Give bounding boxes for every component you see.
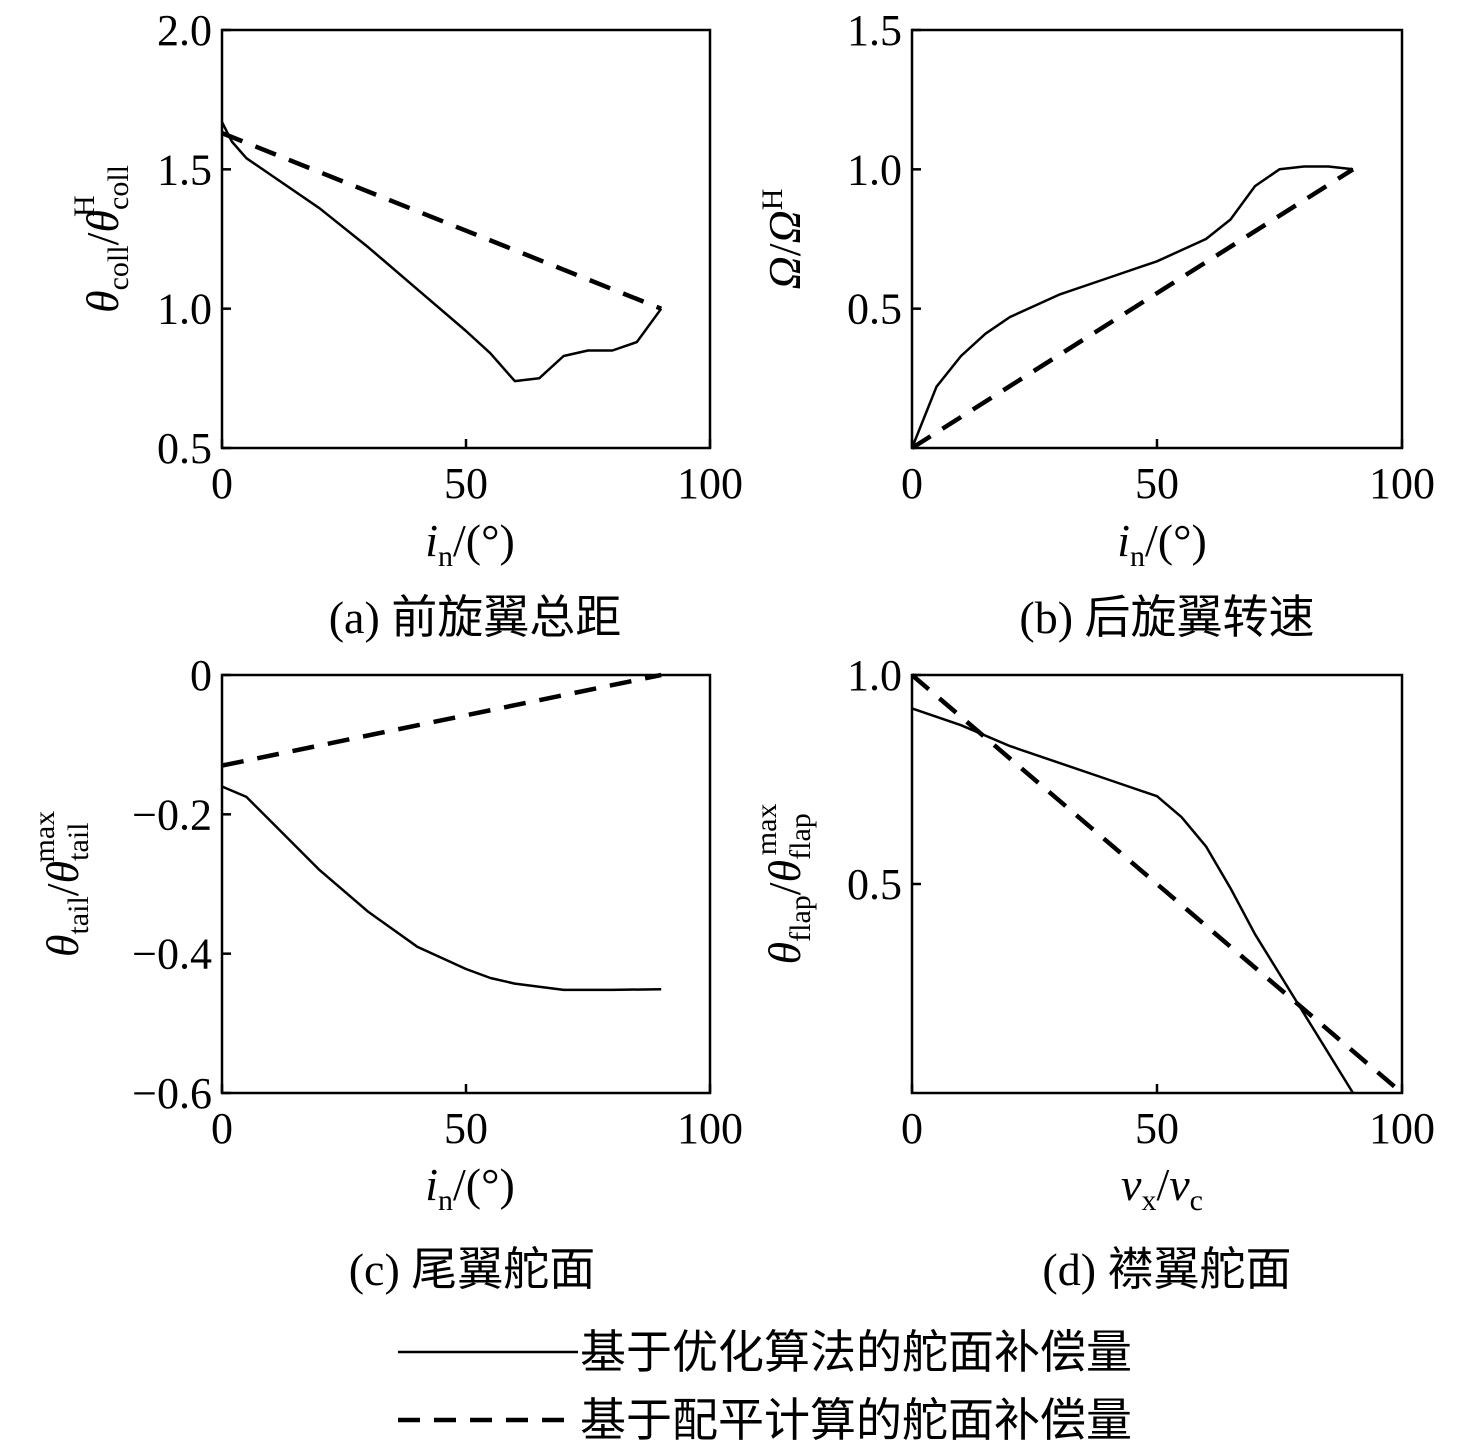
y-tick-label: 2.0 bbox=[157, 6, 212, 55]
panel-b: 0.5 1.0 1.5 0 50 100 Ω/ΩH in/(°) (b) 后旋翼转速 bbox=[756, 6, 1435, 643]
y-axis-label: θtail/θtailmax bbox=[28, 811, 95, 957]
panel-a: 0.51.01.52.0 0 50 100 θcoll/θcollH in/(°) … bbox=[68, 6, 743, 643]
y-axis-label: θcoll/θcollH bbox=[68, 165, 135, 313]
x-tick-labels: 0 50 100 bbox=[211, 1104, 743, 1153]
tick-marks bbox=[220, 673, 712, 1095]
x-tick-label: 0 bbox=[901, 1104, 923, 1153]
y-tick-label: 1.0 bbox=[847, 651, 902, 700]
y-tick-labels: −0.6 −0.4 −0.2 0 bbox=[132, 651, 212, 1118]
series-line-dashed bbox=[910, 673, 1404, 1095]
series-line-dashed bbox=[221, 131, 663, 311]
x-tick-label: 50 bbox=[444, 459, 488, 508]
y-tick-label: 1.0 bbox=[157, 285, 212, 334]
x-tick-label: 0 bbox=[211, 459, 233, 508]
y-tick-label: −0.6 bbox=[132, 1069, 212, 1118]
tick-marks bbox=[910, 28, 1404, 448]
panel-caption: (a) 前旋翼总距 bbox=[329, 592, 622, 643]
y-tick-label: 1.5 bbox=[847, 6, 902, 55]
x-tick-label: 0 bbox=[901, 459, 923, 508]
series-group bbox=[910, 165, 1355, 450]
y-tick-label: 0 bbox=[190, 651, 212, 700]
y-tick-labels: 0.5 1.0 1.5 bbox=[847, 6, 902, 334]
y-tick-labels: 0.5 1.0 1.5 2.0 bbox=[157, 6, 212, 473]
legend: 基于优化算法的舵面补偿量 基于配平计算的舵面补偿量 bbox=[398, 1327, 1132, 1446]
series-line-dashed bbox=[910, 167, 1355, 450]
series-line-solid bbox=[911, 707, 1355, 1094]
x-tick-labels: 0 50 100 bbox=[901, 1104, 1435, 1153]
x-tick-labels: 0 50 100 bbox=[211, 459, 743, 508]
series-group bbox=[220, 121, 663, 383]
legend-label-dashed: 基于配平计算的舵面补偿量 bbox=[580, 1395, 1132, 1446]
series-group bbox=[221, 672, 662, 992]
x-axis-label: in/(°) bbox=[1117, 515, 1207, 573]
x-tick-label: 50 bbox=[1135, 1104, 1179, 1153]
tick-marks bbox=[910, 673, 1404, 1093]
y-tick-label: −0.4 bbox=[132, 930, 212, 979]
x-tick-label: 100 bbox=[677, 459, 743, 508]
y-tick-label: −0.2 bbox=[132, 790, 212, 839]
panel-caption: (d) 襟翼舵面 bbox=[1042, 1244, 1291, 1295]
panel-caption: (b) 后旋翼转速 bbox=[1019, 592, 1314, 643]
y-tick-label: 0.5 bbox=[847, 860, 902, 909]
x-axis-label: in/(°) bbox=[425, 515, 515, 573]
series-line-solid bbox=[221, 785, 662, 992]
panel-d: 0.5 1.0 0 50 100 θflap/θflapmax vx/vc (d) 襟… bbox=[750, 651, 1435, 1295]
y-tick-label: 0.5 bbox=[157, 424, 212, 473]
plot-frame bbox=[910, 28, 1404, 450]
x-axis-label: in/(°) bbox=[425, 1159, 515, 1217]
panel-caption: (c) 尾翼舵面 bbox=[349, 1244, 596, 1295]
x-axis-label: vx/vc bbox=[1121, 1159, 1203, 1217]
y-tick-label: 0.5 bbox=[847, 285, 902, 334]
y-tick-label: 1.0 bbox=[847, 145, 902, 194]
series-line-solid bbox=[220, 121, 663, 383]
x-tick-label: 50 bbox=[444, 1104, 488, 1153]
legend-label-solid: 基于优化算法的舵面补偿量 bbox=[580, 1327, 1132, 1378]
plot-frame bbox=[220, 28, 712, 450]
x-tick-label: 50 bbox=[1135, 459, 1179, 508]
y-axis-label: θflap/θflapmax bbox=[750, 804, 817, 965]
x-tick-label: 100 bbox=[1369, 459, 1435, 508]
y-axis-label: Ω/ΩH bbox=[756, 189, 810, 290]
plot-frame bbox=[220, 673, 712, 1095]
series-line-dashed bbox=[221, 672, 662, 768]
series-group bbox=[910, 673, 1404, 1095]
x-tick-label: 0 bbox=[211, 1104, 233, 1153]
series-line-solid bbox=[910, 165, 1354, 449]
x-tick-label: 100 bbox=[677, 1104, 743, 1153]
panel-c: −0.6 −0.4 −0.2 0 0 50 100 θtail/θtailmax in/(… bbox=[28, 651, 743, 1295]
y-tick-labels: 0.5 1.0 bbox=[847, 651, 902, 909]
y-tick-label: 1.5 bbox=[157, 145, 212, 194]
tick-marks bbox=[220, 28, 712, 450]
x-tick-label: 100 bbox=[1369, 1104, 1435, 1153]
x-tick-labels: 0 50 100 bbox=[901, 459, 1435, 508]
